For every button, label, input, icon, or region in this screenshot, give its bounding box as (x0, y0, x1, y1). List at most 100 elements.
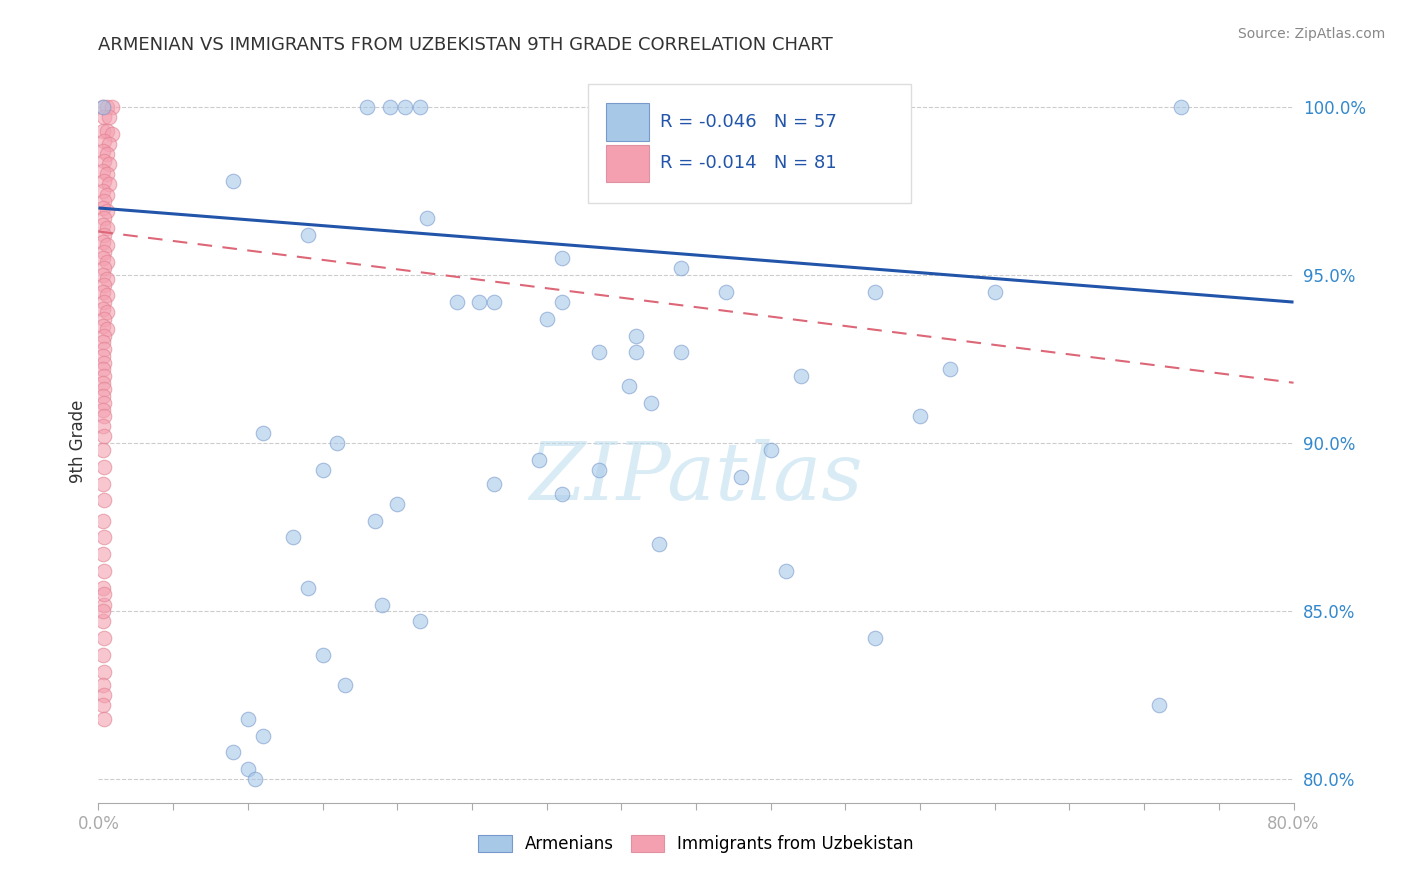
Point (222, 174, 245, 188)
Point (647, 537, 669, 551)
Point (1170, 100, 1192, 114)
Point (364, 514, 387, 528)
Point (311, 648, 333, 662)
Point (91, 100, 114, 114)
Point (96, 322, 118, 336)
Point (91, 581, 114, 595)
Point (91, 514, 114, 528)
Text: ZIPatlas: ZIPatlas (529, 439, 863, 516)
Point (93, 194, 115, 209)
Point (908, 409, 931, 424)
Point (93, 134, 115, 148)
Point (93, 530, 115, 544)
Point (356, 100, 378, 114)
Point (91, 318, 114, 333)
Point (91, 235, 114, 249)
Point (93, 227, 115, 242)
Point (626, 345, 648, 359)
Point (93, 328, 115, 343)
Point (101, 127, 124, 141)
Point (297, 581, 319, 595)
Point (93, 587, 115, 601)
Point (93, 261, 115, 276)
Point (91, 184, 114, 198)
Text: R = -0.014   N = 81: R = -0.014 N = 81 (661, 154, 837, 172)
Point (93, 383, 115, 397)
Point (91, 252, 114, 266)
Point (371, 598, 394, 612)
Point (93, 278, 115, 293)
Point (91, 301, 114, 316)
Point (93, 493, 115, 508)
Point (333, 678, 356, 692)
Point (281, 530, 304, 544)
Point (93, 369, 115, 384)
Text: ARMENIAN VS IMMIGRANTS FROM UZBEKISTAN 9TH GRADE CORRELATION CHART: ARMENIAN VS IMMIGRANTS FROM UZBEKISTAN 9… (98, 36, 834, 54)
Point (378, 100, 401, 114)
Point (550, 295, 572, 310)
Point (91, 442, 114, 457)
Point (865, 631, 887, 645)
Point (385, 497, 409, 511)
Point (1147, 698, 1170, 713)
Point (252, 426, 274, 441)
Point (236, 762, 259, 776)
Point (96, 221, 118, 235)
Point (93, 342, 115, 356)
Point (93, 409, 115, 424)
Point (96, 147, 118, 161)
Point (91, 547, 114, 561)
Point (640, 396, 662, 410)
Point (984, 285, 1007, 299)
Point (91, 615, 114, 629)
Point (91, 648, 114, 662)
Point (91, 419, 114, 434)
Text: R = -0.046   N = 57: R = -0.046 N = 57 (661, 113, 837, 131)
Point (252, 729, 274, 743)
Point (91, 285, 114, 299)
Point (588, 463, 610, 477)
Point (93, 396, 115, 410)
Point (789, 369, 811, 384)
Point (93, 598, 115, 612)
Point (527, 453, 550, 467)
Point (669, 345, 692, 359)
Point (484, 476, 506, 491)
Point (536, 311, 558, 326)
Point (91, 362, 114, 376)
Point (714, 285, 737, 299)
Point (394, 100, 416, 114)
Point (297, 227, 319, 242)
Point (97, 157, 120, 171)
Point (550, 486, 572, 500)
Point (326, 436, 349, 450)
Point (647, 100, 669, 114)
Point (408, 100, 430, 114)
Point (93, 355, 115, 369)
Point (245, 772, 267, 787)
Point (96, 288, 118, 302)
Point (96, 100, 118, 114)
FancyBboxPatch shape (606, 103, 650, 141)
FancyBboxPatch shape (606, 145, 650, 182)
Point (96, 204, 118, 219)
Point (91, 100, 114, 114)
Point (446, 295, 468, 310)
Point (93, 631, 115, 645)
Point (91, 201, 114, 215)
Point (91, 144, 114, 158)
Point (91, 164, 114, 178)
Y-axis label: 9th Grade: 9th Grade (69, 400, 87, 483)
Point (91, 604, 114, 618)
Point (96, 271, 118, 285)
Point (91, 124, 114, 138)
Point (96, 187, 118, 202)
Point (550, 252, 572, 266)
Point (91, 698, 114, 713)
Point (93, 110, 115, 124)
Point (939, 362, 962, 376)
Point (91, 389, 114, 403)
Point (617, 379, 640, 393)
Point (97, 137, 120, 152)
Point (484, 295, 506, 310)
